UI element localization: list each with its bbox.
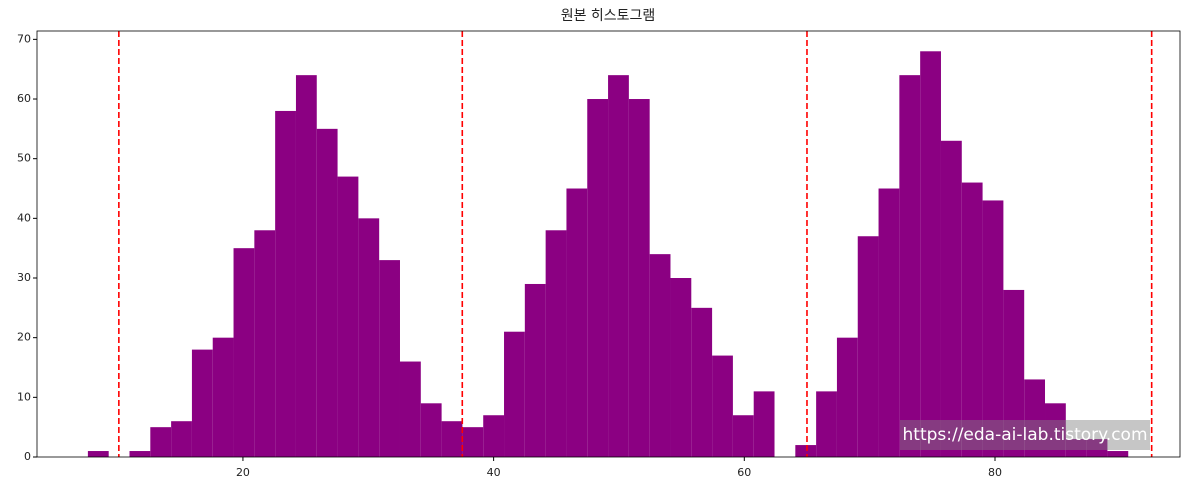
bar xyxy=(608,75,629,458)
bar xyxy=(1107,451,1129,457)
bar xyxy=(254,230,276,457)
bar xyxy=(1045,403,1066,457)
bar xyxy=(129,451,151,457)
plot-frame xyxy=(36,30,1181,458)
bar xyxy=(545,230,567,457)
y-tick-label: 30 xyxy=(17,271,31,284)
watermark: https://eda-ai-lab.tistory.com xyxy=(903,425,1148,445)
bar xyxy=(649,254,671,457)
bar xyxy=(337,176,359,457)
bar xyxy=(961,182,983,458)
bar xyxy=(212,337,234,457)
bar xyxy=(462,427,484,457)
bar xyxy=(191,349,213,457)
bar xyxy=(670,278,692,457)
bar xyxy=(1086,439,1108,457)
bar xyxy=(920,51,941,458)
bar xyxy=(816,391,837,457)
bar xyxy=(732,415,754,457)
bar xyxy=(857,236,879,457)
y-tick-label: 60 xyxy=(17,92,31,105)
bar xyxy=(628,99,650,457)
bar xyxy=(275,110,296,457)
bar xyxy=(566,188,588,457)
bar xyxy=(171,421,192,457)
watermark-bg xyxy=(900,420,1150,450)
bar xyxy=(441,421,463,457)
bar xyxy=(795,445,817,457)
bar xyxy=(483,415,505,457)
y-tick-label: 0 xyxy=(24,450,31,463)
bar xyxy=(399,361,421,457)
bar xyxy=(358,218,380,457)
bar xyxy=(316,128,338,457)
bar xyxy=(836,337,858,457)
x-tick-label: 20 xyxy=(236,466,250,479)
bar xyxy=(524,283,546,457)
y-tick-label: 10 xyxy=(17,390,31,403)
chart-title: 원본 히스토그램 xyxy=(561,8,656,24)
y-tick-label: 40 xyxy=(17,211,31,224)
x-tick-label: 60 xyxy=(737,466,751,479)
bar xyxy=(1024,379,1046,457)
bar xyxy=(233,248,255,457)
bar xyxy=(379,260,400,457)
bar xyxy=(712,355,733,457)
bar xyxy=(940,140,962,458)
bar xyxy=(1065,439,1087,457)
bar xyxy=(504,331,525,457)
bar xyxy=(691,307,713,457)
bar xyxy=(899,75,921,458)
y-tick-label: 70 xyxy=(17,32,31,45)
bar xyxy=(150,427,172,457)
bar xyxy=(295,75,317,458)
x-tick-label: 80 xyxy=(988,466,1002,479)
bar xyxy=(420,403,442,457)
bar xyxy=(753,391,775,457)
x-tick-label: 40 xyxy=(487,466,501,479)
bar xyxy=(1003,289,1025,457)
bar xyxy=(587,99,609,457)
bar xyxy=(87,451,109,457)
bar xyxy=(982,200,1004,457)
bar xyxy=(878,188,900,457)
y-tick-label: 20 xyxy=(17,331,31,344)
y-tick-label: 50 xyxy=(17,152,31,165)
